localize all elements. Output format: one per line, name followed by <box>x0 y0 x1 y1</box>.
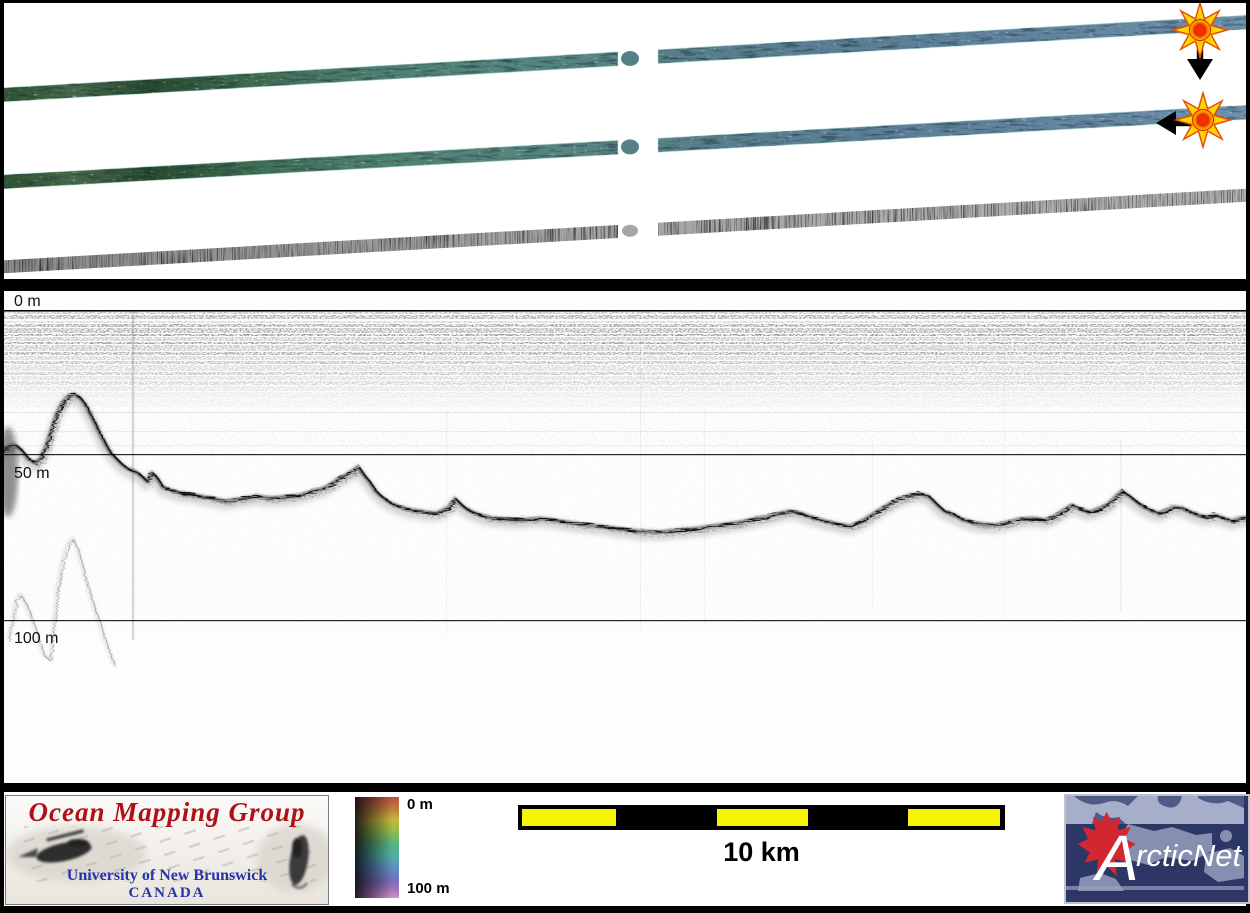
depth-label-100m: 100 m <box>14 630 58 647</box>
echogram-speckle <box>4 311 1246 640</box>
surface-noise-bands <box>4 312 1246 407</box>
arcticnet-artwork: A rcticNet <box>1066 796 1244 898</box>
swath-strips-panel <box>4 3 1246 279</box>
echogram-panel: 0 m 50 m 100 m <box>4 291 1246 783</box>
depth-label-0m: 0 m <box>14 293 41 310</box>
footer-legend-bar: Ocean Mapping Group University of New Br… <box>4 792 1250 906</box>
arcticnet-text: rcticNet <box>1136 838 1242 873</box>
omg-logo: Ocean Mapping Group University of New Br… <box>5 795 329 905</box>
scale-bar-label: 10 km <box>723 837 800 867</box>
swath-bathymetry-strip-upper <box>4 14 1246 103</box>
scalebar-segment <box>717 809 808 826</box>
map-scale-bar <box>518 805 1005 830</box>
scalebar-segment <box>522 809 616 826</box>
swath-bathymetry-strip-middle <box>4 104 1246 190</box>
arcticnet-logo: A rcticNet <box>1064 794 1250 904</box>
depth-label-50m: 50 m <box>14 465 50 482</box>
sonar-target-vessel <box>289 835 309 889</box>
color-scale-label-top: 0 m <box>407 796 433 813</box>
maple-leaf-icon <box>1077 811 1136 877</box>
color-scale-label-bottom: 100 m <box>407 880 450 897</box>
faint-hairlines <box>4 412 1246 446</box>
omg-logo-artwork <box>6 824 328 892</box>
omg-university: University of New Brunswick <box>66 867 268 884</box>
depth-grid-lines <box>4 310 1246 622</box>
sunburst-icon <box>1175 92 1231 148</box>
sunburst-marker-1 <box>1172 3 1228 80</box>
sunburst-icon <box>1172 3 1228 58</box>
omg-title: Ocean Mapping Group <box>28 797 306 827</box>
arcticnet-initial: A <box>1092 822 1139 894</box>
scalebar-segment <box>908 809 1000 826</box>
left-edge-dense-return <box>4 427 18 517</box>
depth-color-scale <box>355 797 399 898</box>
sidescan-backscatter-strip <box>4 188 1246 274</box>
sonar-target-helicopter <box>18 829 92 863</box>
sunburst-marker-2 <box>1156 92 1231 148</box>
omg-country: CANADA <box>128 885 206 901</box>
